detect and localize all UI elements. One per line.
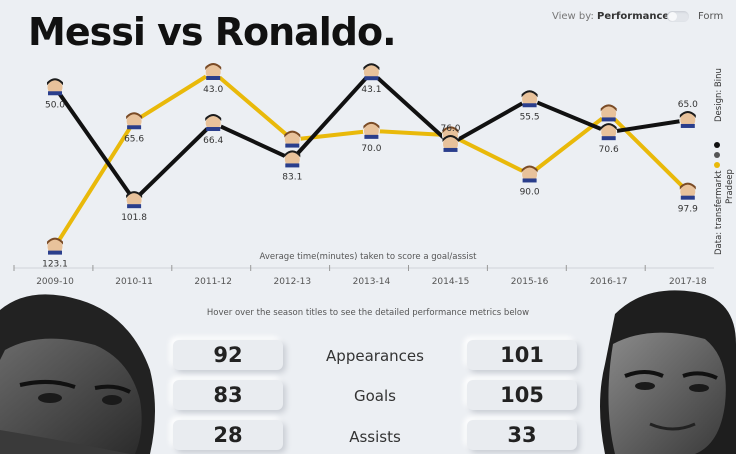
season-label-2012-13[interactable]: 2012-13	[273, 277, 311, 287]
ronaldo-value-label: 50.0	[45, 100, 65, 110]
season-label-2016-17[interactable]: 2016-17	[590, 277, 628, 287]
season-label-2010-11[interactable]: 2010-11	[115, 277, 153, 287]
messi-point[interactable]	[46, 237, 64, 256]
ronaldo-value-label: 43.1	[361, 85, 381, 95]
legend-dot-messi	[714, 162, 720, 168]
stat-label-appearances: Appearances	[326, 347, 424, 365]
messi-value-label: 70.0	[361, 144, 381, 154]
season-label-2013-14[interactable]: 2013-14	[353, 277, 391, 287]
season-label-2011-12[interactable]: 2011-12	[194, 277, 232, 287]
stat-label-assists: Assists	[349, 428, 401, 446]
legend-dot-gray	[714, 152, 720, 158]
line-chart: Average time(minutes) taken to score a g…	[13, 63, 714, 287]
legend-label-pradeep: Pradeep	[725, 169, 735, 204]
messi-point[interactable]	[283, 130, 301, 149]
ronaldo-point[interactable]	[679, 110, 697, 129]
messi-goals-box: 83	[173, 380, 283, 410]
ronaldo-value-label: 76.0	[440, 124, 460, 134]
ronaldo-value-label: 83.1	[282, 172, 302, 182]
view-by-label: View by:	[552, 11, 594, 22]
toggle-knob[interactable]	[668, 12, 677, 21]
season-label-2015-16[interactable]: 2015-16	[511, 277, 549, 287]
ronaldo-point[interactable]	[283, 150, 301, 168]
ronaldo-value-label: 65.0	[678, 100, 698, 110]
ronaldo-assists-box: 33	[467, 420, 577, 450]
ronaldo-point[interactable]	[125, 191, 143, 209]
x-axis-title: Average time(minutes) taken to score a g…	[260, 252, 478, 262]
messi-point[interactable]	[125, 112, 143, 130]
ronaldo-point[interactable]	[46, 78, 64, 96]
messi-value-label: 65.6	[124, 134, 144, 144]
ronaldo-value-label: 70.6	[599, 145, 619, 155]
ronaldo-value-label: 66.4	[203, 136, 223, 146]
messi-point[interactable]	[362, 121, 380, 140]
season-label-2017-18[interactable]: 2017-18	[669, 277, 707, 287]
messi-value-label: 90.0	[520, 187, 540, 197]
ronaldo-point[interactable]	[362, 63, 380, 81]
messi-value-label: 97.9	[678, 205, 698, 215]
view-option-form[interactable]: Form	[698, 11, 724, 22]
messi-line	[53, 70, 690, 248]
ronaldo-appearances-box: 101	[467, 340, 577, 370]
messi-photo	[0, 294, 155, 454]
ronaldo-photo	[600, 290, 736, 454]
design-credit: Design: Binu	[714, 68, 724, 122]
season-label-2009-10[interactable]: 2009-10	[36, 277, 74, 287]
view-toggle[interactable]	[667, 11, 689, 22]
messi-point[interactable]	[521, 165, 539, 183]
ronaldo-point[interactable]	[442, 134, 459, 153]
messi-appearances-box: 92	[173, 340, 283, 370]
ronaldo-point[interactable]	[600, 123, 618, 141]
ronaldo-goals-box: 105	[467, 380, 577, 410]
stat-label-goals: Goals	[354, 387, 396, 405]
legend-dot-ronaldo	[714, 142, 720, 148]
season-label-2014-15[interactable]: 2014-15	[432, 277, 470, 287]
messi-value-label: 123.1	[42, 260, 68, 270]
page-title: Messi vs Ronaldo.	[28, 10, 397, 54]
ronaldo-value-label: 101.8	[121, 213, 147, 223]
messi-value-label: 43.0	[203, 85, 223, 95]
ronaldo-point[interactable]	[521, 90, 539, 108]
messi-assists-box: 28	[173, 420, 283, 450]
messi-point[interactable]	[679, 182, 697, 201]
ronaldo-value-label: 55.5	[520, 112, 540, 122]
view-option-performance[interactable]: Performance	[597, 11, 670, 22]
ronaldo-point[interactable]	[204, 114, 222, 132]
hover-instructions: Hover over the season titles to see the …	[206, 308, 530, 318]
messi-point[interactable]	[600, 104, 618, 122]
data-source: Data: transfermarkt	[714, 170, 724, 255]
messi-point[interactable]	[204, 63, 222, 81]
